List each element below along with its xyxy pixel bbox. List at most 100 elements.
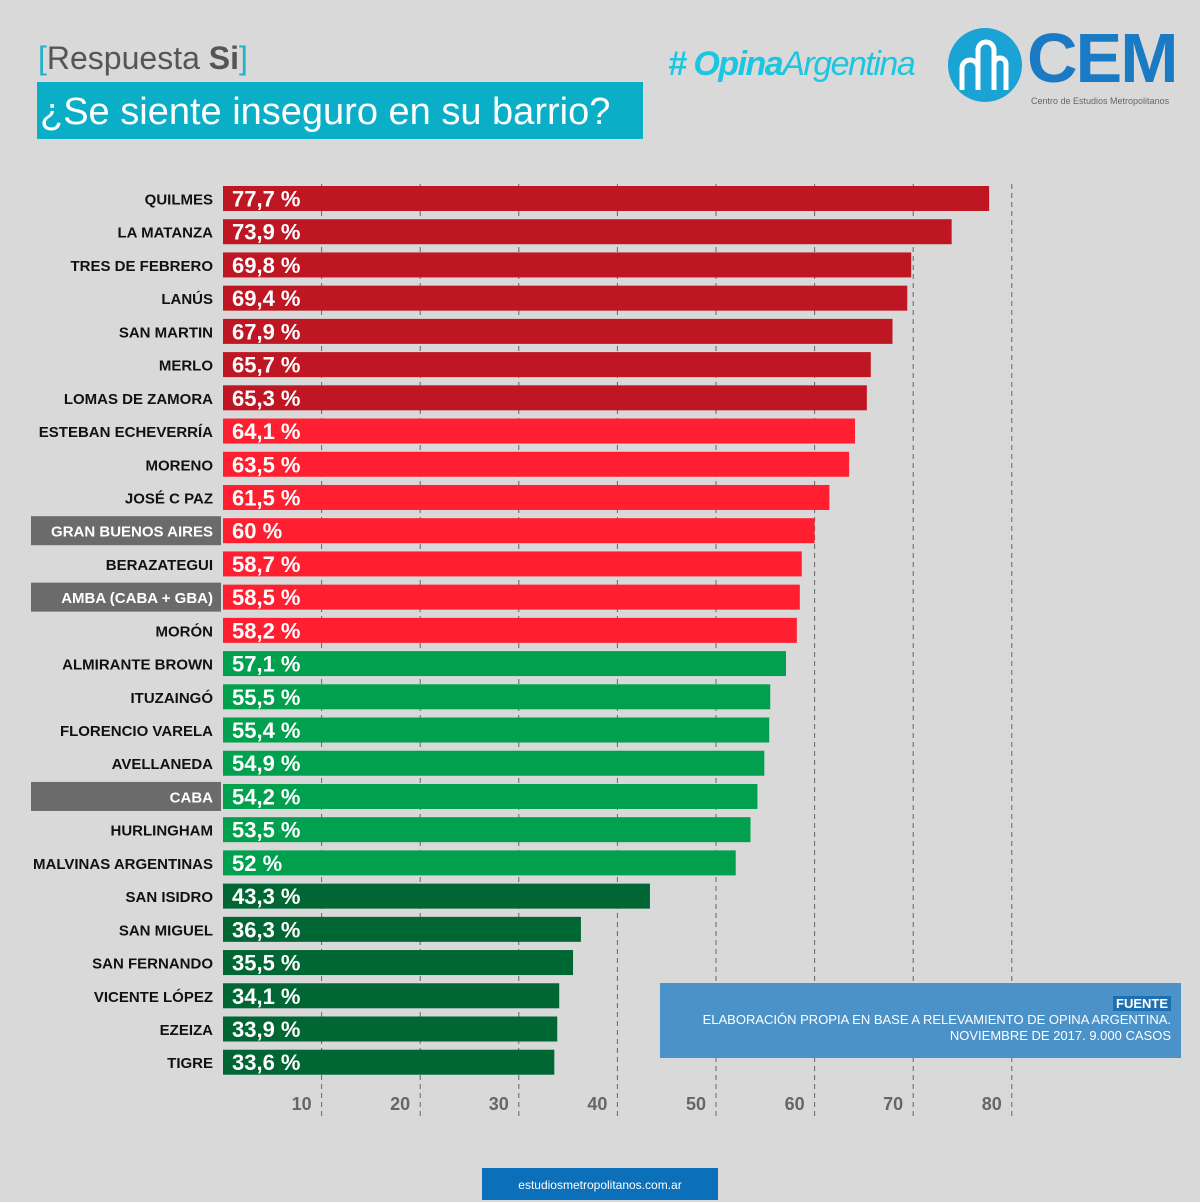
x-tick-label: 20 (390, 1094, 410, 1114)
category-label: SAN MARTIN (119, 324, 213, 341)
bar (223, 385, 867, 411)
source-heading: FUENTE (1113, 996, 1171, 1011)
x-tick-label: 70 (883, 1094, 903, 1114)
data-label: 58,5 % (232, 585, 301, 610)
data-label: 64,1 % (232, 419, 301, 444)
bar (223, 883, 650, 909)
bar (223, 684, 771, 710)
category-label: LA MATANZA (117, 225, 213, 242)
source-line-2: NOVIEMBRE DE 2017. 9.000 CASOS (949, 1028, 1171, 1043)
category-label: FLORENCIO VARELA (60, 723, 213, 740)
data-label: 69,4 % (232, 286, 301, 311)
source-line-1: ELABORACIÓN PROPIA EN BASE A RELEVAMIENT… (702, 1012, 1171, 1027)
category-label: ITUZAINGÓ (131, 689, 214, 707)
category-label: ESTEBAN ECHEVERRÍA (39, 424, 213, 441)
data-label: 55,5 % (232, 685, 301, 710)
data-label: 35,5 % (232, 951, 301, 976)
category-label: SAN MIGUEL (119, 922, 213, 939)
x-tick-label: 60 (785, 1094, 805, 1114)
bar (223, 285, 908, 311)
data-label: 61,5 % (232, 485, 301, 510)
category-label: MORÓN (156, 622, 214, 640)
data-label: 36,3 % (232, 917, 301, 942)
data-label: 54,2 % (232, 784, 301, 809)
category-label: BERAZATEGUI (106, 557, 213, 574)
data-label: 69,8 % (232, 253, 301, 278)
cem-logo-icon (948, 28, 1022, 102)
category-label: MERLO (159, 358, 213, 375)
bar (223, 484, 830, 510)
data-label: 54,9 % (232, 751, 301, 776)
bar (223, 817, 751, 843)
category-label: AVELLANEDA (112, 756, 214, 773)
bar (223, 1049, 555, 1075)
category-label: AMBA (CABA + GBA) (61, 590, 213, 607)
logo-argentina-text: Argentina (782, 45, 916, 83)
data-label: 52 % (232, 851, 282, 876)
bar (223, 418, 856, 444)
data-label: 53,5 % (232, 818, 301, 843)
bar (223, 983, 560, 1009)
x-tick-label: 30 (489, 1094, 509, 1114)
bar (223, 451, 850, 477)
category-label: SAN ISIDRO (125, 889, 213, 906)
data-label: 58,7 % (232, 552, 301, 577)
data-label: 73,9 % (232, 220, 301, 245)
footer-url-link[interactable]: estudiosmetropolitanos.com.ar (482, 1168, 718, 1200)
bar (223, 318, 893, 344)
data-label: 60 % (232, 519, 282, 544)
data-label: 33,9 % (232, 1017, 301, 1042)
logo-opina-text: Opina (693, 45, 783, 83)
bar (223, 850, 736, 876)
bar (223, 783, 758, 809)
data-label: 65,7 % (232, 353, 301, 378)
cem-logo-subtitle: Centro de Estudios Metropolitanos (1031, 96, 1170, 106)
data-label: 33,6 % (232, 1050, 301, 1075)
bar (223, 750, 765, 776)
bar (223, 252, 912, 278)
highlight-label-box (31, 516, 221, 546)
data-label: 67,9 % (232, 319, 301, 344)
subtitle-prefix: Respuesta (46, 40, 200, 76)
category-label: MALVINAS ARGENTINAS (33, 856, 213, 873)
bar (223, 617, 797, 643)
category-label: CABA (170, 789, 213, 806)
opina-argentina-logo: # OpinaArgentina (668, 45, 916, 83)
bar (223, 1016, 558, 1042)
bar (223, 916, 581, 942)
highlight-label-box (31, 582, 221, 612)
bar (223, 186, 990, 211)
bar (223, 518, 815, 544)
category-label: JOSÉ C PAZ (125, 490, 213, 507)
bar (223, 717, 770, 743)
category-label: HURLINGHAM (111, 823, 214, 840)
data-label: 77,7 % (232, 187, 301, 212)
data-label: 34,1 % (232, 984, 301, 1009)
bar (223, 651, 787, 677)
bar (223, 584, 800, 610)
category-label: LOMAS DE ZAMORA (64, 391, 213, 408)
category-label: MORENO (146, 457, 214, 474)
x-tick-label: 40 (587, 1094, 607, 1114)
data-label: 58,2 % (232, 618, 301, 643)
data-label: 57,1 % (232, 652, 301, 677)
bar (223, 950, 574, 976)
data-label: 63,5 % (232, 452, 301, 477)
data-label: 43,3 % (232, 884, 301, 909)
chart-title: ¿Se siente inseguro en su barrio? (37, 82, 643, 139)
category-label: SAN FERNANDO (92, 956, 213, 973)
category-label: VICENTE LÓPEZ (94, 988, 213, 1006)
bar (223, 352, 871, 378)
category-label: LANÚS (161, 290, 213, 308)
category-label: TRES DE FEBRERO (70, 258, 213, 275)
subtitle: [Respuesta Si] (38, 40, 248, 76)
subtitle-bold: Si (208, 40, 239, 76)
source-box: FUENTE ELABORACIÓN PROPIA EN BASE A RELE… (660, 983, 1181, 1058)
highlight-label-box (31, 781, 221, 811)
category-label: QUILMES (145, 192, 213, 209)
category-label: ALMIRANTE BROWN (62, 657, 213, 674)
x-tick-label: 80 (982, 1094, 1002, 1114)
x-tick-label: 10 (292, 1094, 312, 1114)
data-label: 65,3 % (232, 386, 301, 411)
